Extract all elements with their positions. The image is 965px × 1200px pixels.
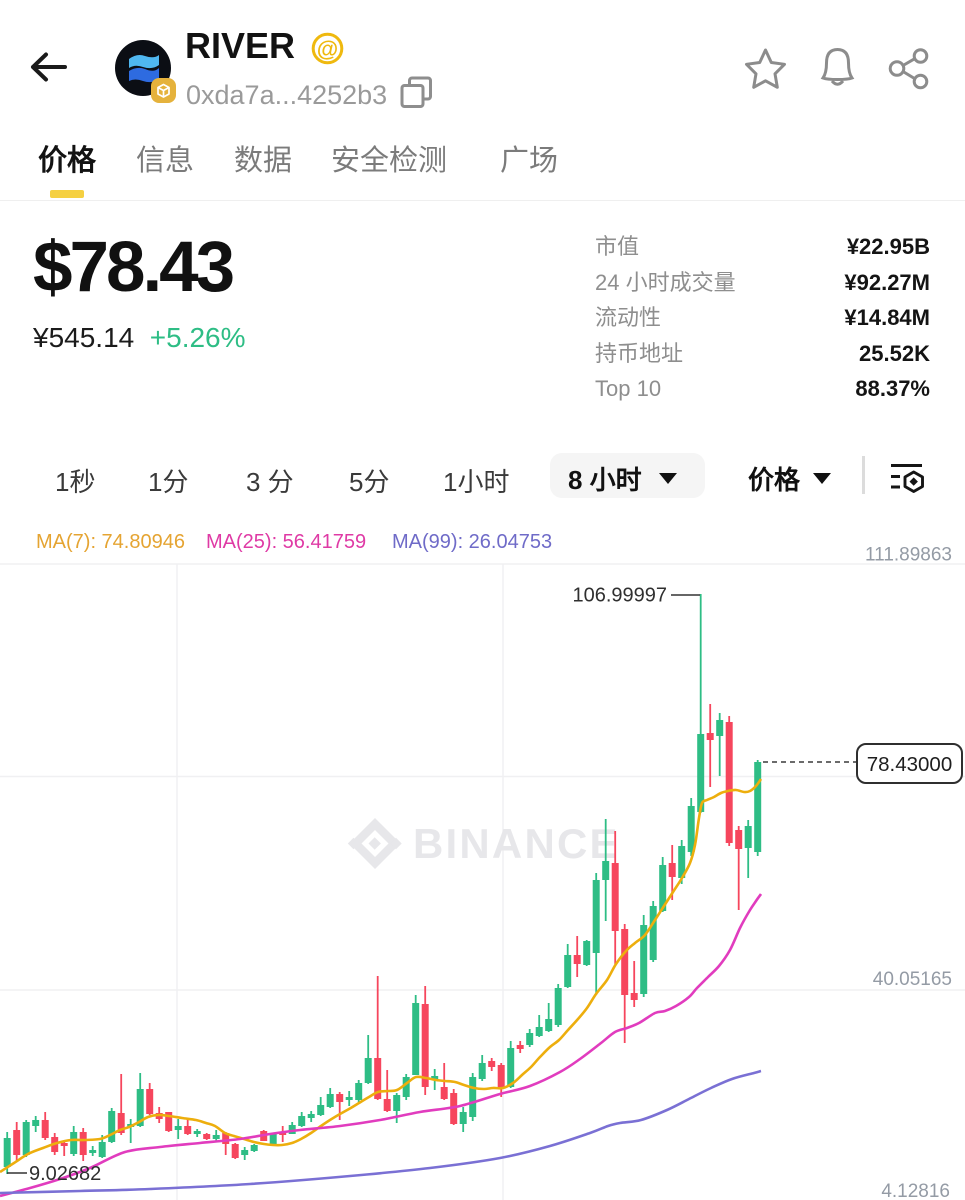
svg-text:4.12816: 4.12816 — [881, 1181, 950, 1200]
svg-text:40.05165: 40.05165 — [873, 969, 952, 990]
svg-text:106.99997: 106.99997 — [572, 585, 667, 607]
svg-text:@: @ — [317, 37, 338, 62]
svg-text:78.43000: 78.43000 — [867, 753, 953, 776]
svg-text:9.02682: 9.02682 — [29, 1163, 101, 1185]
svg-text:BINANCE: BINANCE — [413, 820, 620, 867]
svg-text:111.89863: 111.89863 — [865, 545, 952, 566]
